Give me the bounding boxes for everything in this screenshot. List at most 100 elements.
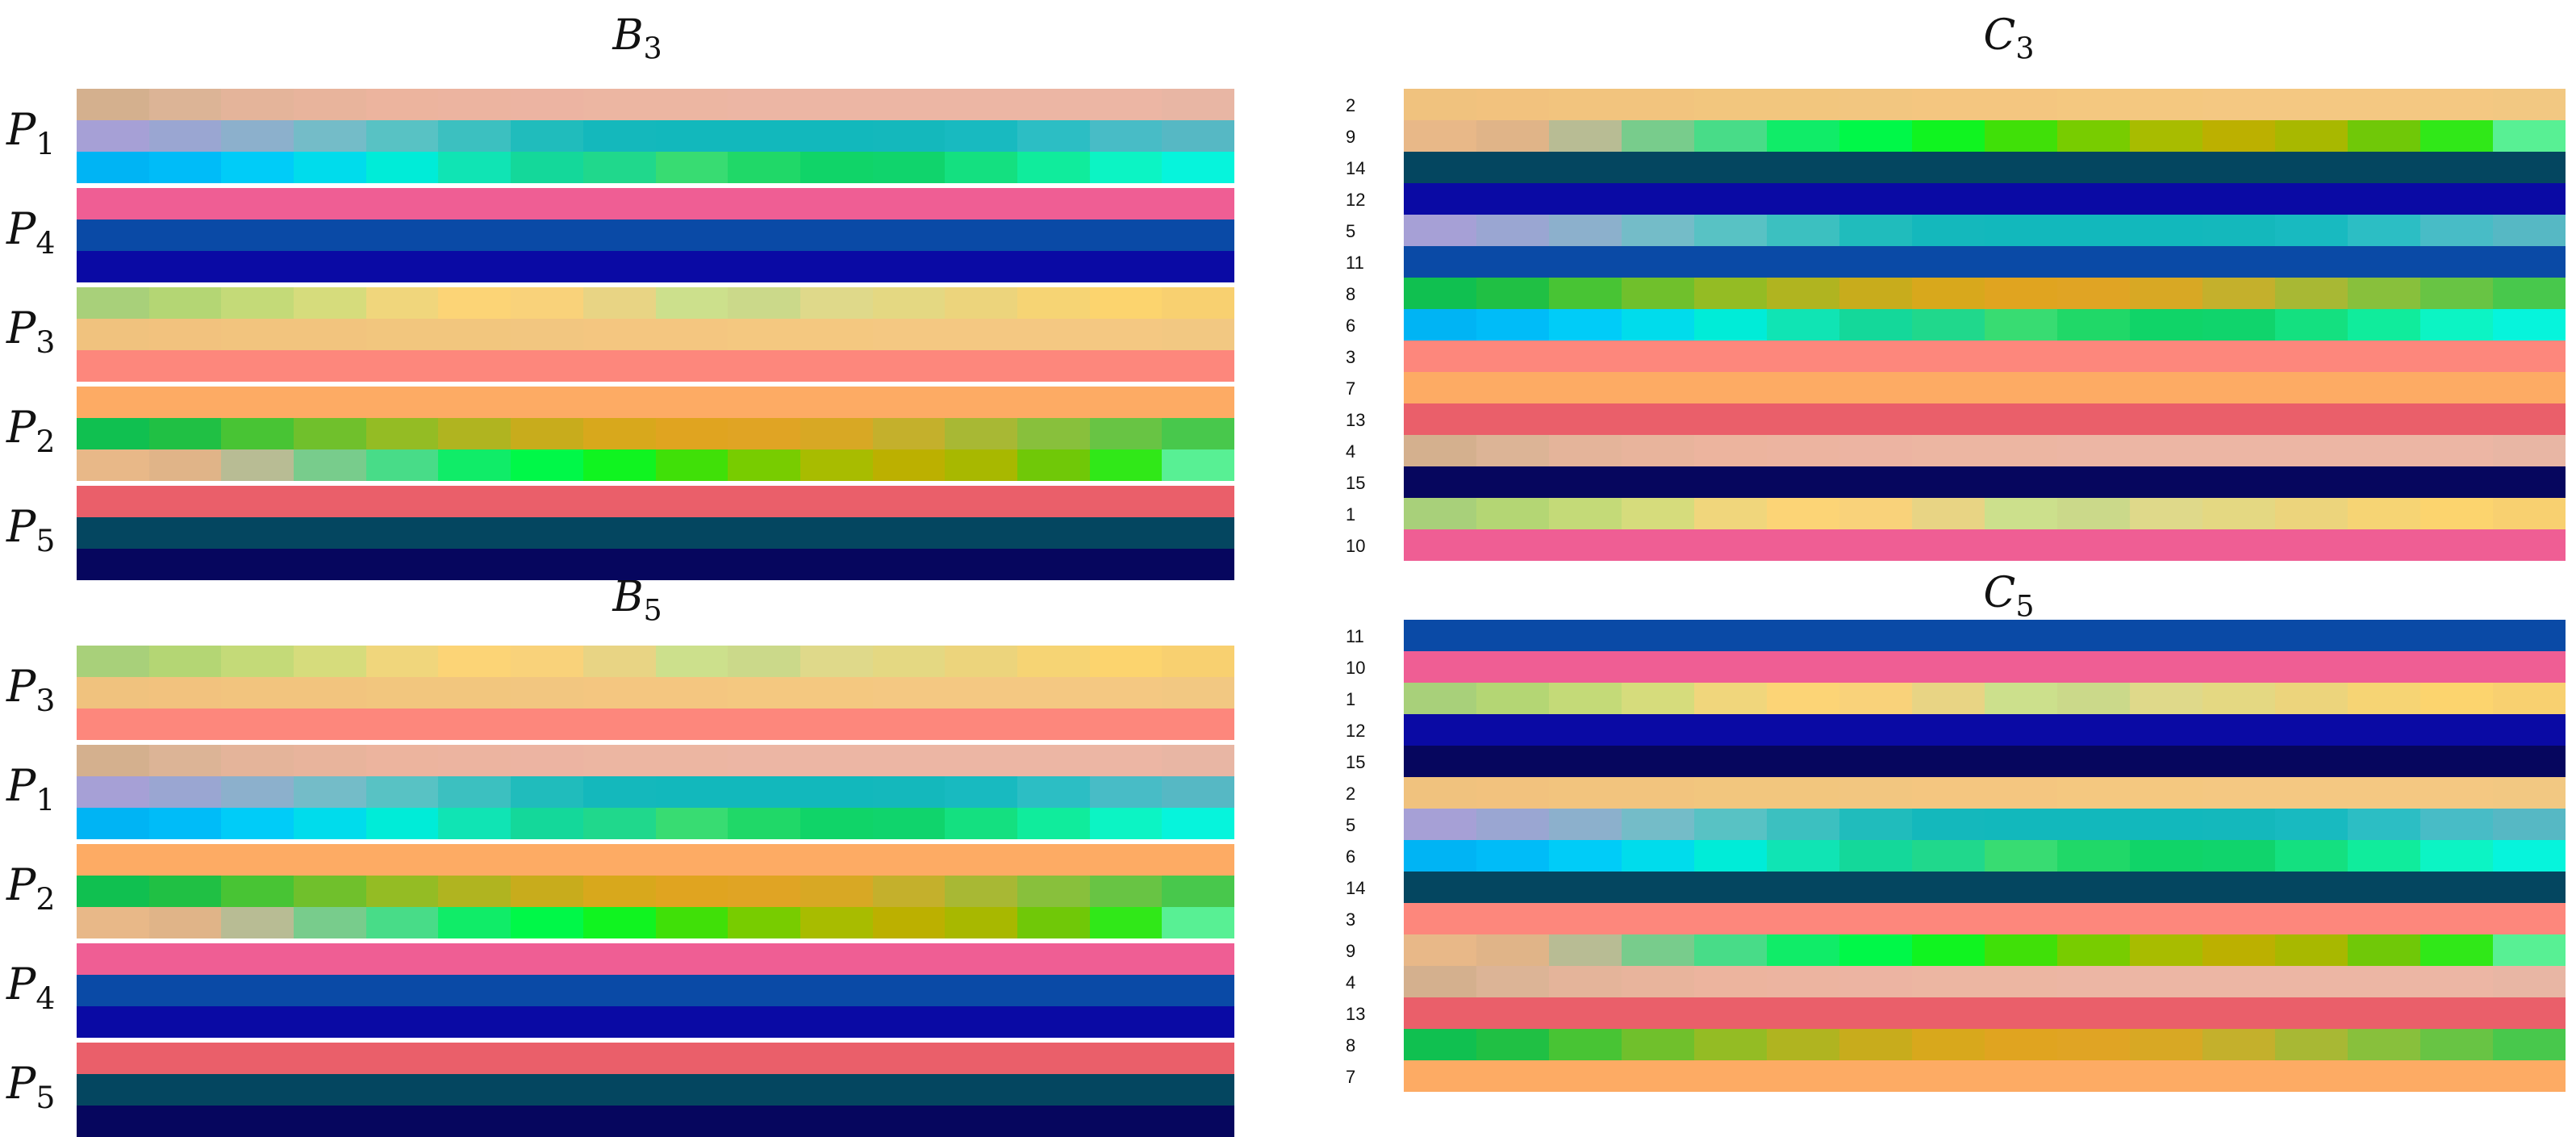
row-label-c3-4: 4 xyxy=(1346,441,1356,462)
color-segment xyxy=(365,677,439,709)
color-segment xyxy=(221,677,294,709)
color-segment xyxy=(1017,287,1090,319)
color-segment xyxy=(1912,777,1985,809)
color-segment xyxy=(728,776,800,808)
color-segment xyxy=(511,876,583,907)
color-segment xyxy=(438,486,511,517)
color-segment xyxy=(1089,808,1163,839)
strip-b3-p1-row3 xyxy=(77,152,1234,183)
color-segment xyxy=(1017,776,1090,808)
color-segment xyxy=(1767,341,1839,372)
color-segment xyxy=(1839,872,1912,903)
color-segment xyxy=(2420,498,2493,529)
color-segment xyxy=(1694,714,1767,746)
row-label-c5-11: 11 xyxy=(1346,626,1364,646)
color-segment xyxy=(1549,120,1622,152)
color-segment xyxy=(2348,529,2420,561)
color-segment xyxy=(872,89,946,120)
color-segment xyxy=(148,646,222,677)
color-segment xyxy=(1162,387,1234,418)
color-segment xyxy=(294,449,366,481)
color-segment xyxy=(728,449,800,481)
color-segment xyxy=(438,188,511,219)
color-segment xyxy=(438,89,511,120)
color-segment xyxy=(1089,549,1163,580)
color-segment xyxy=(1017,387,1090,418)
color-segment xyxy=(872,844,946,876)
color-segment xyxy=(1767,809,1839,840)
color-segment xyxy=(1694,403,1767,435)
color-segment xyxy=(582,709,656,740)
color-segment xyxy=(2493,372,2566,403)
color-segment xyxy=(2202,620,2275,651)
color-segment xyxy=(1162,287,1234,319)
color-segment xyxy=(1404,872,1476,903)
color-segment xyxy=(655,1106,729,1137)
color-segment xyxy=(655,449,729,481)
color-segment xyxy=(800,188,873,219)
color-segment xyxy=(511,677,583,709)
color-segment xyxy=(1162,1074,1234,1106)
color-segment xyxy=(945,943,1017,975)
color-segment xyxy=(2420,714,2493,746)
strip-b5-p3-row3 xyxy=(77,709,1234,740)
color-segment xyxy=(511,517,583,549)
color-segment xyxy=(438,1006,511,1038)
color-segment xyxy=(1912,120,1985,152)
row-label-c5-7: 7 xyxy=(1346,1067,1356,1087)
color-segment xyxy=(2420,120,2493,152)
color-segment xyxy=(2275,183,2348,215)
color-segment xyxy=(800,319,873,350)
color-segment xyxy=(1767,620,1839,651)
color-segment xyxy=(1912,934,1985,966)
color-segment xyxy=(728,975,800,1006)
color-segment xyxy=(1089,1074,1163,1106)
color-segment xyxy=(1767,215,1839,246)
color-segment xyxy=(2130,309,2202,341)
color-segment xyxy=(221,943,294,975)
color-segment xyxy=(2348,278,2420,309)
color-segment xyxy=(728,120,800,152)
color-segment xyxy=(2493,683,2566,714)
color-segment xyxy=(2057,435,2130,466)
color-segment xyxy=(582,549,656,580)
color-segment xyxy=(2202,903,2275,934)
color-segment xyxy=(2348,620,2420,651)
color-segment xyxy=(1622,997,1694,1029)
strip-b5-p2-row1 xyxy=(77,844,1234,876)
color-segment xyxy=(2130,278,2202,309)
color-segment xyxy=(2275,997,2348,1029)
color-segment xyxy=(728,1043,800,1074)
color-segment xyxy=(728,517,800,549)
color-segment xyxy=(1912,89,1985,120)
color-segment xyxy=(1404,997,1476,1029)
color-segment xyxy=(2275,1029,2348,1060)
panel-title-b5: B5 xyxy=(612,573,662,628)
color-segment xyxy=(1476,840,1549,872)
color-segment xyxy=(1089,486,1163,517)
color-segment xyxy=(1162,350,1234,382)
color-segment xyxy=(945,387,1017,418)
color-segment xyxy=(294,646,366,677)
color-segment xyxy=(1767,966,1839,997)
color-segment xyxy=(148,418,222,449)
color-segment xyxy=(77,677,149,709)
color-segment xyxy=(1767,152,1839,183)
color-segment xyxy=(511,1106,583,1137)
color-segment xyxy=(1694,777,1767,809)
color-segment xyxy=(1017,709,1090,740)
color-segment xyxy=(2057,183,2130,215)
color-segment xyxy=(294,219,366,251)
color-segment xyxy=(800,876,873,907)
strip-c3-row-13 xyxy=(1404,403,2566,435)
color-segment xyxy=(1694,651,1767,683)
color-segment xyxy=(582,677,656,709)
color-segment xyxy=(1985,1060,2057,1092)
strip-b3-p4-row1 xyxy=(77,188,1234,219)
color-segment xyxy=(800,709,873,740)
color-segment xyxy=(945,907,1017,938)
color-segment xyxy=(77,449,149,481)
color-segment xyxy=(872,1106,946,1137)
color-segment xyxy=(2057,341,2130,372)
color-segment xyxy=(1089,709,1163,740)
